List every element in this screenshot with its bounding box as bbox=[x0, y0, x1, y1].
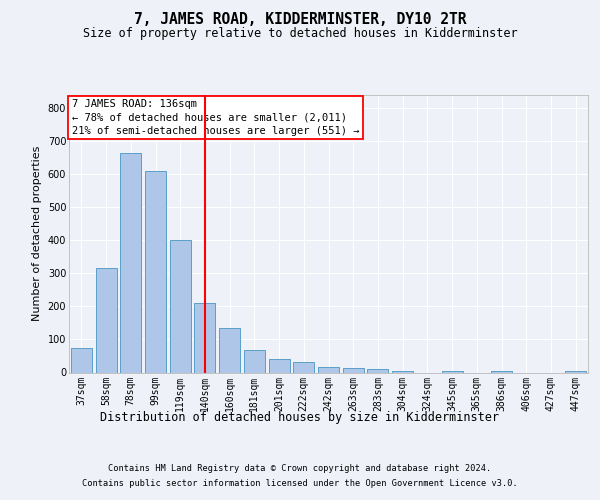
Text: Contains HM Land Registry data © Crown copyright and database right 2024.: Contains HM Land Registry data © Crown c… bbox=[109, 464, 491, 473]
Bar bbox=[120, 153, 141, 372]
Bar bbox=[367, 369, 388, 372]
Bar bbox=[293, 362, 314, 372]
Text: Size of property relative to detached houses in Kidderminster: Size of property relative to detached ho… bbox=[83, 28, 517, 40]
Text: 7 JAMES ROAD: 136sqm
← 78% of detached houses are smaller (2,011)
21% of semi-de: 7 JAMES ROAD: 136sqm ← 78% of detached h… bbox=[71, 99, 359, 136]
Bar bbox=[170, 240, 191, 372]
Bar bbox=[71, 348, 92, 372]
Bar bbox=[318, 366, 339, 372]
Bar bbox=[194, 303, 215, 372]
Bar bbox=[392, 371, 413, 372]
Bar bbox=[442, 371, 463, 372]
Bar bbox=[565, 371, 586, 372]
Bar bbox=[491, 371, 512, 372]
Y-axis label: Number of detached properties: Number of detached properties bbox=[32, 146, 42, 322]
Bar bbox=[343, 368, 364, 372]
Text: Contains public sector information licensed under the Open Government Licence v3: Contains public sector information licen… bbox=[82, 479, 518, 488]
Text: Distribution of detached houses by size in Kidderminster: Distribution of detached houses by size … bbox=[101, 411, 499, 424]
Bar bbox=[145, 171, 166, 372]
Bar bbox=[269, 360, 290, 372]
Bar bbox=[95, 268, 116, 372]
Bar bbox=[244, 350, 265, 372]
Text: 7, JAMES ROAD, KIDDERMINSTER, DY10 2TR: 7, JAMES ROAD, KIDDERMINSTER, DY10 2TR bbox=[134, 12, 466, 28]
Bar bbox=[219, 328, 240, 372]
